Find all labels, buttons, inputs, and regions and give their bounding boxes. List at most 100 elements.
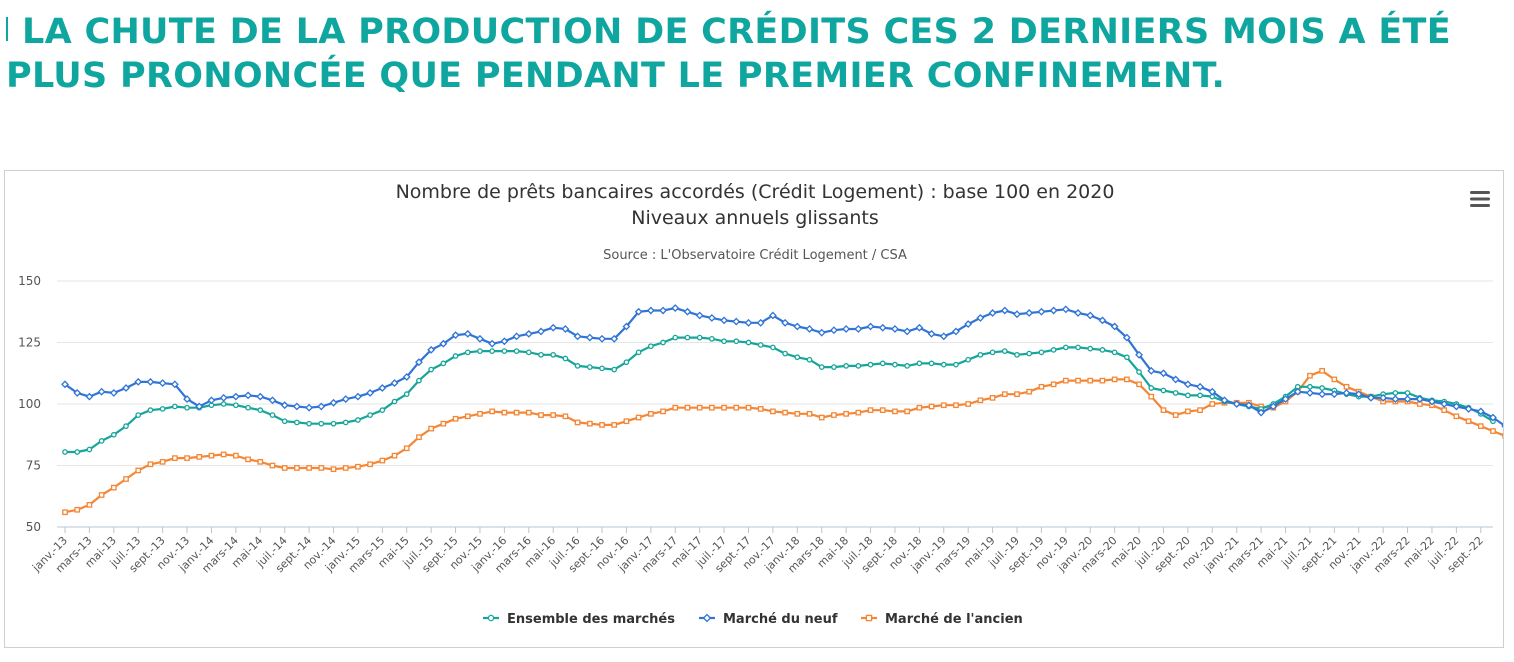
data-point	[866, 322, 875, 331]
data-point	[231, 392, 240, 401]
data-point	[86, 446, 93, 453]
data-point	[561, 325, 570, 333]
legend-marker	[865, 614, 873, 622]
data-point	[196, 454, 203, 460]
data-point	[672, 404, 679, 411]
data-point	[1074, 309, 1082, 317]
data-point	[354, 392, 362, 401]
data-point	[610, 334, 619, 343]
data-point	[208, 452, 215, 459]
data-point	[927, 329, 936, 338]
data-point	[86, 502, 93, 508]
data-point	[1464, 405, 1473, 413]
data-point	[721, 338, 727, 345]
data-point	[159, 406, 166, 412]
y-tick-label: 75	[26, 459, 41, 473]
page-headline: LA CHUTE DE LA PRODUCTION DE CRÉDITS CES…	[6, 10, 1506, 98]
data-point	[1110, 322, 1119, 331]
data-point	[976, 313, 985, 322]
data-point	[684, 404, 691, 411]
series-line	[65, 336, 1494, 454]
data-point	[756, 318, 765, 327]
data-point	[928, 403, 935, 410]
data-point	[463, 329, 472, 338]
data-point	[830, 326, 838, 335]
data-point	[1477, 423, 1484, 429]
legend-item[interactable]: Marché de l'ancien	[861, 612, 1023, 627]
data-point	[939, 332, 948, 341]
data-point	[586, 420, 593, 427]
data-point	[538, 351, 544, 358]
data-point	[1490, 428, 1496, 434]
data-point	[843, 363, 849, 369]
data-point	[184, 455, 190, 461]
data-point	[256, 392, 265, 401]
data-point	[550, 351, 557, 358]
data-point	[233, 452, 239, 459]
data-point	[512, 332, 521, 341]
data-point	[745, 404, 752, 411]
data-point	[879, 407, 886, 413]
hamburger-menu-icon[interactable]	[1469, 189, 1491, 209]
data-point	[306, 465, 312, 471]
data-point	[171, 403, 178, 410]
headline-accent-bar	[6, 17, 8, 41]
data-point	[1038, 349, 1045, 356]
data-point	[562, 413, 569, 420]
legend-item[interactable]: Ensemble des marchés	[483, 612, 675, 627]
data-point	[477, 348, 483, 354]
data-point	[916, 360, 923, 367]
data-point	[330, 420, 337, 427]
data-point	[647, 410, 654, 417]
data-point	[123, 476, 129, 482]
data-point	[489, 408, 496, 415]
data-point	[940, 361, 947, 368]
data-point	[1049, 306, 1058, 315]
data-point	[1403, 395, 1412, 403]
data-point	[1014, 391, 1020, 398]
data-point	[707, 313, 716, 322]
data-point	[98, 438, 105, 444]
data-point	[416, 377, 422, 384]
data-point	[574, 419, 581, 426]
data-point	[794, 410, 801, 417]
data-point	[98, 492, 105, 498]
data-point	[464, 413, 471, 420]
data-point	[1061, 305, 1070, 314]
chart-legend: Ensemble des marchés Marché du neuf Marché…	[483, 612, 1023, 627]
data-point	[977, 351, 984, 358]
x-axis: janv.-13mars-13mai-13juil.-13sept.-13nov…	[29, 527, 1486, 575]
data-point	[721, 404, 727, 411]
data-point	[952, 327, 960, 336]
data-point	[122, 384, 130, 392]
y-axis: 50 75 100 125 150	[18, 274, 41, 534]
data-point	[1379, 393, 1388, 402]
y-tick-label: 150	[18, 274, 41, 288]
data-point	[73, 389, 82, 397]
data-point	[720, 316, 728, 325]
chart-svg: Nombre de prêts bancaires accordés (Créd…	[18, 181, 1514, 627]
data-point	[1331, 376, 1338, 383]
data-point	[281, 465, 288, 471]
data-point	[62, 509, 68, 516]
data-point	[659, 306, 667, 315]
data-point	[1196, 382, 1204, 391]
data-point	[1136, 381, 1142, 388]
data-point	[1489, 413, 1497, 422]
data-point	[85, 392, 94, 401]
data-point	[220, 401, 227, 407]
data-point	[1062, 344, 1069, 351]
y-tick-label: 125	[18, 336, 41, 350]
data-point	[1075, 377, 1081, 384]
data-point	[818, 364, 825, 370]
data-point	[793, 322, 802, 331]
data-point	[1391, 395, 1400, 403]
data-point	[1257, 408, 1266, 417]
data-point	[292, 402, 301, 411]
legend-item[interactable]: Marché du neuf	[699, 612, 838, 627]
data-point	[379, 407, 386, 413]
data-point	[806, 356, 813, 363]
data-point	[440, 360, 447, 367]
chart-series	[61, 304, 1514, 516]
data-point	[635, 349, 642, 356]
